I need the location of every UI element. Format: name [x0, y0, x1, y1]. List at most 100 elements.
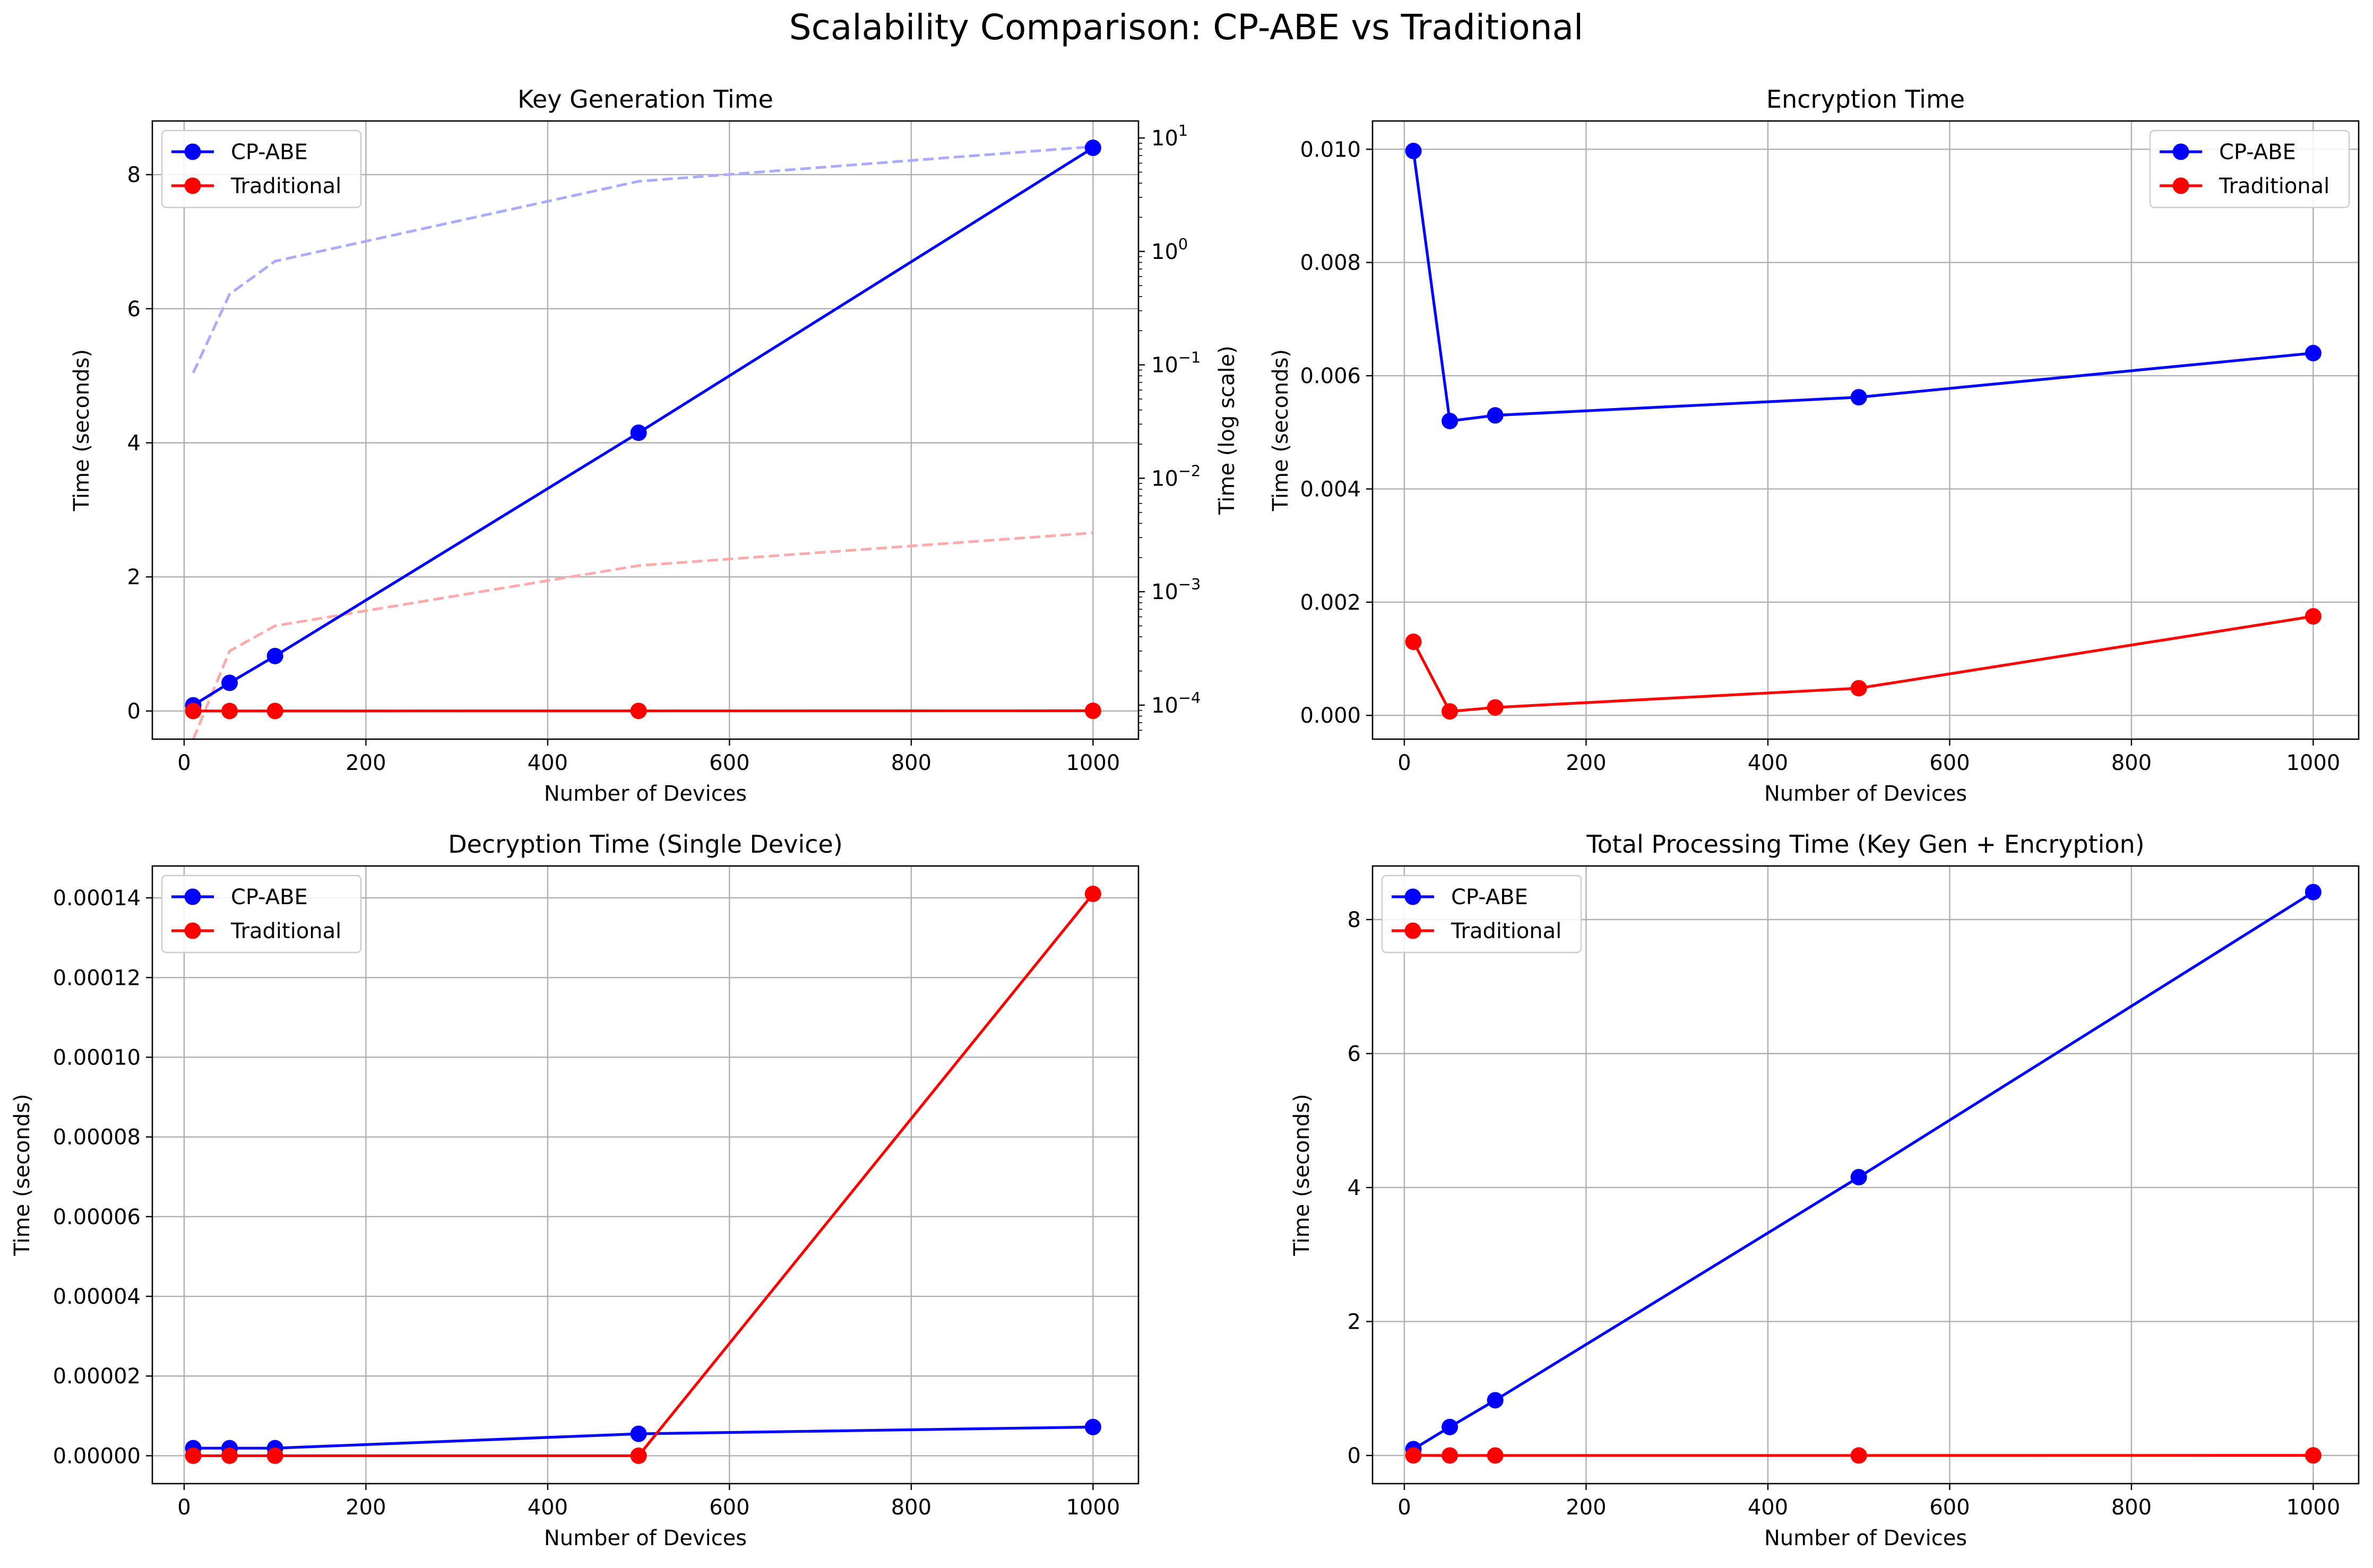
x-tick-label: 600	[1929, 1495, 1970, 1520]
y-tick-label: 0.00002	[53, 1364, 141, 1389]
chart-title: Key Generation Time	[517, 85, 773, 114]
legend: CP-ABE Traditional	[161, 129, 362, 209]
legend: CP-ABE Traditional	[1381, 874, 1582, 954]
data-point-cp-abe	[630, 1425, 647, 1442]
y-tick-label: 0.00008	[53, 1125, 141, 1150]
data-point-traditional	[1405, 634, 1422, 651]
x-tick-label: 200	[346, 751, 386, 775]
y2-tick-label: 101	[1151, 122, 1188, 151]
legend-box	[161, 129, 362, 209]
legend-marker	[2172, 143, 2189, 160]
data-point-cp-abe	[266, 647, 283, 664]
legend-marker	[2172, 177, 2189, 194]
x-tick-label: 400	[528, 1495, 568, 1520]
y2-tick-label: 10−4	[1151, 689, 1201, 718]
x-tick-label: 800	[2111, 751, 2152, 775]
data-point-cp-abe	[630, 425, 647, 441]
legend-label-cp-abe: CP-ABE	[2219, 140, 2296, 164]
chart-encryption: 0 200 400 600 800 1000 0.000 0.002 0.004 0.006 0.0…	[1269, 85, 2360, 806]
y-tick-label: 0.010	[1300, 137, 1361, 162]
x-tick-label: 400	[1748, 751, 1788, 775]
y-tick-label: 0	[1348, 1444, 1361, 1468]
x-tick-label: 800	[891, 1495, 931, 1520]
data-point-cp-abe	[1487, 1392, 1504, 1409]
x-tick-label: 600	[1929, 751, 1970, 775]
chart-keygen: 0 200 400 600 800 1000 0 2 4 6 8 10−4 10−3 10−2 10−1 10…	[70, 85, 1239, 806]
legend-label-traditional: Traditional	[230, 174, 341, 198]
x-tick-label: 200	[1566, 751, 1606, 775]
data-point-cp-abe	[2305, 344, 2322, 361]
data-point-traditional	[1442, 1447, 1459, 1464]
data-point-cp-abe	[1405, 143, 1422, 160]
legend-box	[161, 874, 362, 954]
y2-axis-label: Time (log scale)	[1215, 345, 1239, 515]
y-tick-label: 0.00010	[53, 1045, 141, 1070]
x-axis-label: Number of Devices	[1764, 782, 1967, 806]
data-point-traditional	[1084, 886, 1101, 903]
chart-title: Encryption Time	[1766, 85, 1965, 114]
chart-title: Decryption Time (Single Device)	[448, 830, 843, 859]
x-tick-label: 200	[346, 1495, 386, 1520]
data-point-traditional	[1487, 699, 1504, 716]
axes-frame	[151, 120, 1140, 740]
y-tick-label: 4	[1348, 1176, 1361, 1200]
data-point-cp-abe	[221, 674, 238, 691]
axes-frame	[1371, 865, 2360, 1485]
x-tick-label: 600	[709, 751, 749, 775]
legend-label-cp-abe: CP-ABE	[231, 885, 308, 909]
data-point-traditional	[1442, 703, 1459, 720]
y-tick-label: 0.000	[1300, 704, 1361, 728]
legend-marker	[1404, 922, 1421, 939]
y-tick-label: 0.00012	[53, 966, 141, 990]
x-tick-label: 400	[528, 751, 568, 775]
y-tick-label: 0.00014	[53, 886, 141, 911]
y-axis-label: Time (seconds)	[1269, 349, 1293, 512]
y-axis-label: Time (seconds)	[10, 1094, 34, 1256]
y-tick-label: 2	[127, 565, 141, 590]
y-tick-label: 0	[127, 699, 141, 724]
data-point-traditional	[2305, 1447, 2322, 1464]
x-tick-label: 600	[709, 1495, 749, 1520]
data-point-traditional	[221, 1447, 238, 1464]
data-point-cp-abe	[1084, 140, 1101, 157]
data-point-cp-abe	[1442, 1418, 1459, 1435]
chart-total: 0 200 400 600 800 1000 0 2 4 6 8 Total Processing T…	[1290, 830, 2360, 1550]
legend-label-cp-abe: CP-ABE	[231, 140, 308, 164]
data-point-traditional	[1084, 703, 1101, 720]
data-point-cp-abe	[1850, 1168, 1867, 1185]
x-axis-label: Number of Devices	[1764, 1526, 1967, 1550]
data-point-traditional	[185, 703, 202, 720]
legend-label-traditional: Traditional	[230, 919, 341, 943]
x-tick-label: 400	[1748, 1495, 1788, 1520]
y2-tick-label: 100	[1151, 235, 1188, 264]
data-point-traditional	[630, 703, 647, 720]
y2-tick-label: 10−3	[1151, 575, 1201, 604]
legend-marker	[184, 143, 201, 160]
y2-tick-label: 10−2	[1151, 462, 1201, 491]
y-tick-label: 2	[1348, 1310, 1361, 1334]
y-tick-label: 6	[1348, 1042, 1361, 1066]
data-point-cp-abe	[1442, 412, 1459, 429]
data-point-cp-abe	[1850, 389, 1867, 406]
data-point-cp-abe	[1487, 407, 1504, 424]
legend: CP-ABE Traditional	[161, 874, 362, 954]
x-tick-label: 200	[1566, 1495, 1606, 1520]
chart-decryption: 0 200 400 600 800 1000 0.00000 0.00002 0.00004 0.…	[10, 830, 1140, 1550]
legend-marker	[184, 177, 201, 194]
axes-frame	[151, 865, 1140, 1485]
y-axis-label: Time (seconds)	[1290, 1094, 1314, 1256]
y-tick-label: 6	[127, 297, 141, 322]
legend-marker	[1404, 888, 1421, 905]
y-tick-label: 0.008	[1300, 251, 1361, 275]
y-tick-label: 8	[1348, 908, 1361, 932]
legend-box	[1381, 874, 1582, 954]
log-series-line-1	[192, 531, 1093, 739]
legend-marker	[184, 922, 201, 939]
data-point-traditional	[221, 703, 238, 720]
y-tick-label: 8	[127, 163, 141, 187]
y-tick-label: 4	[127, 431, 141, 456]
y-tick-label: 0.00000	[53, 1444, 141, 1468]
legend-box	[2149, 129, 2350, 209]
x-tick-label: 0	[177, 751, 191, 775]
